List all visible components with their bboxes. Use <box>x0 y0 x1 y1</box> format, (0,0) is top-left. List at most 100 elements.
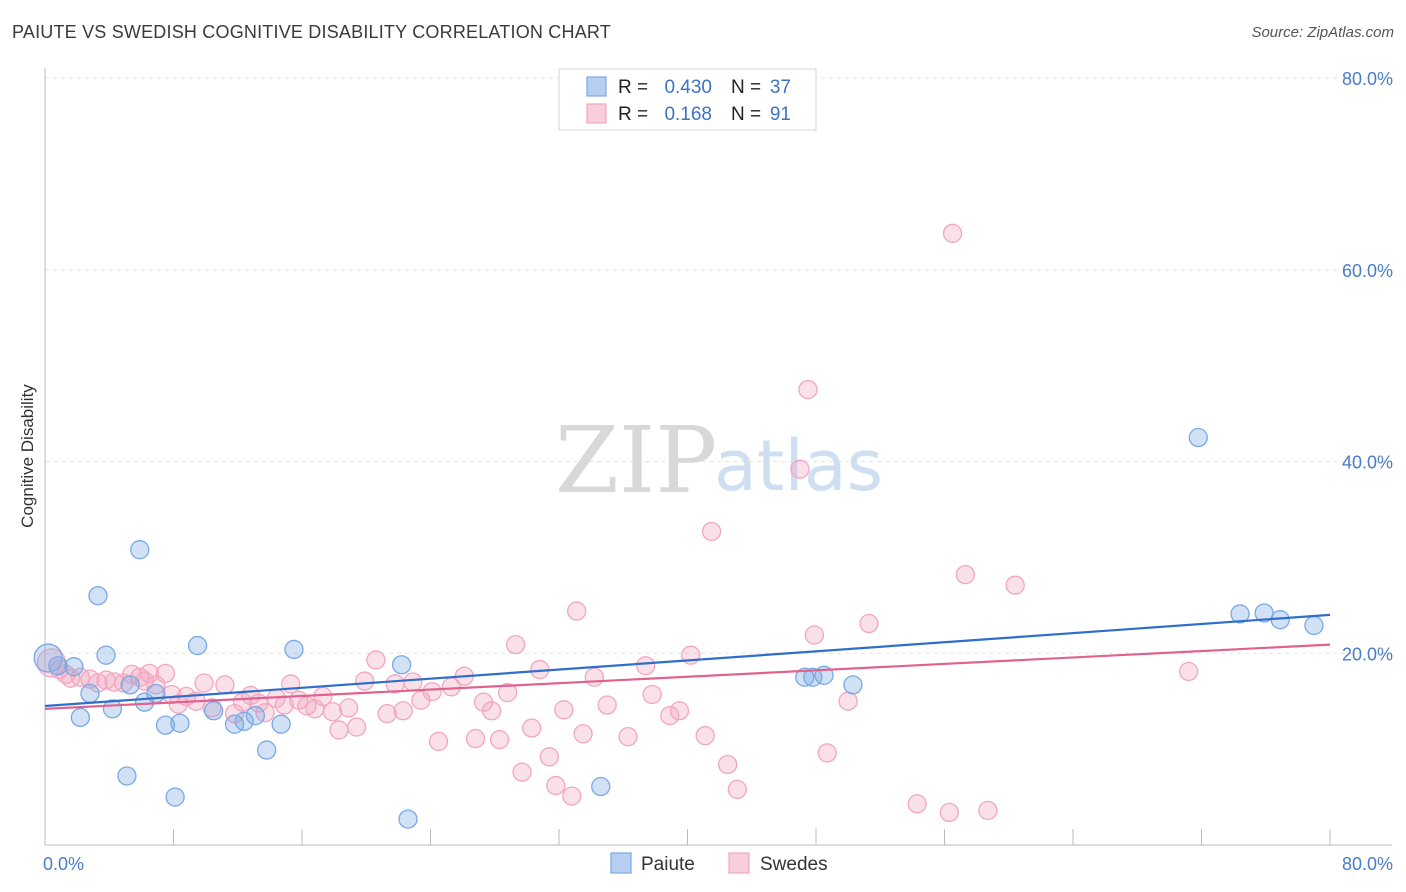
swedes-point <box>642 684 662 705</box>
y-tick-label: 40.0% <box>1342 453 1393 473</box>
swedes-point <box>817 743 837 763</box>
y-tick-label: 80.0% <box>1342 69 1393 89</box>
series-paiute-points <box>33 427 1324 829</box>
paiute-point <box>204 701 224 721</box>
paiute-point <box>391 655 412 675</box>
swedes-point <box>669 701 690 721</box>
swedes-point <box>539 747 560 767</box>
paiute-point <box>120 675 140 695</box>
swedes-point <box>139 663 160 684</box>
legend-r-label: R = <box>618 77 648 98</box>
swedes-point <box>790 459 810 479</box>
paiute-point <box>117 766 137 786</box>
swedes-point <box>497 682 518 703</box>
paiute-point <box>1304 615 1324 636</box>
paiute-point <box>234 711 254 731</box>
swedes-point <box>155 663 176 684</box>
paiute-point <box>271 714 291 734</box>
swedes-point <box>695 726 715 746</box>
swedes-point <box>366 650 386 670</box>
swedes-point <box>597 695 617 715</box>
swedes-point <box>338 698 359 718</box>
watermark: ZIP atlas <box>555 407 883 514</box>
trend-lines <box>44 613 1331 710</box>
swedes-point <box>1005 575 1025 595</box>
paiute-point <box>70 707 90 728</box>
x-tick-label-min: 0.0% <box>43 854 84 874</box>
legend-r-value: 0.168 <box>664 104 712 125</box>
source-label: Source: ZipAtlas.com <box>1251 24 1394 41</box>
swedes-point <box>567 601 587 621</box>
bottom-legend-swatch <box>728 852 750 874</box>
bottom-legend-label: Swedes <box>760 854 828 875</box>
swedes-point <box>727 779 747 800</box>
swedes-point <box>322 702 343 722</box>
paiute-point <box>257 740 277 760</box>
swedes-point <box>354 671 375 691</box>
bottom-legend-swatch <box>610 852 632 874</box>
paiute-point <box>96 645 116 665</box>
swedes-point <box>281 674 301 694</box>
swedes-trend-line <box>44 643 1331 710</box>
swedes-point <box>465 728 486 749</box>
paiute-point <box>130 540 150 560</box>
paiute-trend-line <box>44 613 1331 708</box>
legend-n-label: N = <box>731 104 761 125</box>
swedes-point <box>422 681 442 702</box>
paiute-point <box>146 683 166 704</box>
y-tick-label: 20.0% <box>1342 644 1393 664</box>
y-axis-label: Cognitive Disability <box>18 384 37 528</box>
swedes-point <box>329 720 349 740</box>
paiute-point <box>165 787 185 807</box>
swedes-point <box>573 724 593 744</box>
swedes-point <box>660 705 680 726</box>
paiute-point <box>843 675 863 695</box>
swedes-point <box>955 564 976 585</box>
swedes-point <box>636 656 656 676</box>
swedes-point <box>70 667 90 687</box>
swedes-point <box>838 691 858 711</box>
swedes-point <box>554 700 574 720</box>
watermark-atlas: atlas <box>714 425 883 507</box>
bottom-legend: Paiute Swedes <box>610 852 828 875</box>
paiute-point <box>1230 604 1250 624</box>
y-tick-labels: 20.0% 40.0% 60.0% 80.0% <box>1342 69 1393 664</box>
paiute-point <box>1188 427 1208 448</box>
swedes-point <box>718 754 738 775</box>
swedes-point <box>512 762 532 782</box>
swedes-point <box>562 786 582 806</box>
series-swedes-points <box>36 223 1199 823</box>
swedes-point <box>584 667 604 687</box>
swedes-point <box>403 672 423 692</box>
y-tick-label: 60.0% <box>1342 261 1393 281</box>
bottom-legend-label: Paiute <box>641 854 695 875</box>
paiute-point <box>88 586 108 606</box>
swedes-point <box>1179 661 1199 682</box>
swedes-point <box>481 701 502 721</box>
swedes-point <box>489 729 510 750</box>
paiute-point <box>80 683 100 704</box>
swedes-point <box>546 775 566 796</box>
swedes-point <box>194 673 214 693</box>
paiute-point <box>170 713 190 733</box>
paiute-point <box>48 656 68 676</box>
paiute-point <box>155 715 176 735</box>
swedes-point <box>61 668 81 688</box>
swedes-point <box>522 718 542 738</box>
paiute-point <box>187 635 208 656</box>
legend-r-value: 0.430 <box>664 77 712 98</box>
paiute-point <box>591 776 611 797</box>
paiute-point <box>245 705 266 726</box>
swedes-point <box>505 634 526 655</box>
swedes-point <box>859 613 879 634</box>
swedes-point <box>393 701 413 721</box>
swedes-point <box>907 794 927 814</box>
legend-n-value: 91 <box>770 104 791 125</box>
swedes-point <box>428 731 449 752</box>
x-tick-labels: 0.0% 80.0% <box>43 854 1393 874</box>
swedes-point <box>798 379 818 400</box>
paiute-point <box>284 639 304 660</box>
legend: R = 0.430 N = 37 R = 0.168 N = 91 <box>558 68 817 131</box>
swedes-point <box>618 727 638 747</box>
paiute-point <box>64 657 84 677</box>
